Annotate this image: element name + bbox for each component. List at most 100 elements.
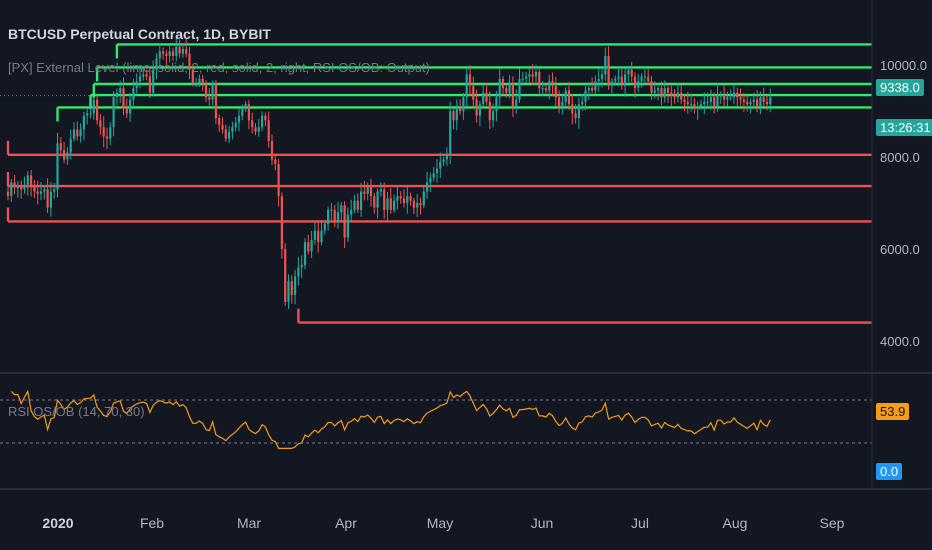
candle-body [82,115,85,130]
candle-body [142,74,145,77]
candle-body [610,81,613,86]
candle-body [742,99,745,102]
candle-body [492,111,495,121]
candle-body [56,143,59,190]
candle-body [6,191,10,197]
candle-body [624,74,627,86]
candle-body [228,131,231,139]
time-tick-label: May [427,515,453,531]
candle-body [693,104,696,109]
candle-body [521,78,524,80]
candle-body [402,198,406,204]
candle-body [30,175,33,187]
candle-body [455,108,458,121]
candle-body [442,159,445,162]
candle-body [581,101,584,105]
candle-body [614,78,617,82]
candle-body [39,191,43,194]
candle-body [749,101,752,105]
candle-body [426,182,429,192]
time-tick-label: Aug [723,515,748,531]
price-tick-label: 10000.0 [880,58,927,73]
candle-body [468,74,472,86]
candle-body [617,76,620,79]
indicator-label[interactable]: [PX] External Level (lime, solid, 2, red… [8,60,430,75]
candle-body [719,95,722,97]
candle-body [564,90,567,102]
candle-body [429,177,432,183]
candle-body [640,76,643,82]
time-tick-label: Mar [237,515,261,531]
candle-body [198,78,201,84]
candle-body [769,97,772,105]
candle-body [538,72,541,89]
candle-body [125,108,128,114]
candle-body [287,281,290,302]
candle-body [574,113,577,119]
candle-body [366,186,369,194]
candle-body [627,69,630,75]
candle-body [168,51,171,56]
candle-body [432,173,435,178]
candle-body [36,191,39,194]
candle-body [653,90,656,93]
candle-body [726,97,729,100]
candle-body [327,209,330,224]
time-tick-label: Jul [631,515,649,531]
candle-body [109,127,112,139]
candle-body [231,127,234,132]
candle-body [620,76,623,86]
candle-body [597,78,600,82]
candle-body [541,88,544,90]
candle-body [765,101,769,105]
candle-body [746,101,749,105]
candles [6,37,772,310]
candle-body [567,90,571,105]
candle-body [666,88,670,93]
candle-body [307,242,310,252]
rsi-value-badge: 53.9 [876,403,910,420]
candle-body [297,267,300,277]
last-price-badge: 9338.0 [876,79,924,96]
rsi-indicator-label[interactable]: RSI OS/OB (14, 70, 30) [8,404,145,419]
candle-body [505,88,508,93]
candle-body [482,92,485,105]
candle-body [729,97,732,99]
candle-body [188,53,191,70]
candle-body [459,108,462,112]
candle-body [333,209,336,222]
candle-body [376,191,379,208]
candle-body [69,138,72,153]
bar-countdown-badge: 13:26:31 [876,119,932,136]
candle-body [756,99,759,107]
candle-body [330,209,333,211]
candle-body [175,46,178,56]
candle-body [181,49,184,54]
candle-body [79,129,82,137]
candle-body [99,120,102,128]
candle-body [310,239,313,252]
candle-body [303,242,307,266]
candle-body [676,92,679,98]
candle-body [709,97,712,102]
candle-body [680,92,683,100]
candle-body [534,72,538,77]
candle-body [393,200,396,210]
candle-body [462,97,465,112]
candle-body [313,230,316,240]
candle-body [290,281,293,295]
candle-body [148,76,151,93]
candle-body [343,205,346,238]
candle-body [360,191,363,210]
time-tick-label: Sep [820,515,845,531]
candle-body [399,196,402,199]
candle-body [270,140,274,160]
candle-body [531,74,534,77]
candle-body [89,113,92,115]
candle-body [152,69,155,93]
candle-body [591,88,594,91]
candle-body [699,104,703,107]
candle-body [739,97,742,100]
candle-body [406,196,409,204]
